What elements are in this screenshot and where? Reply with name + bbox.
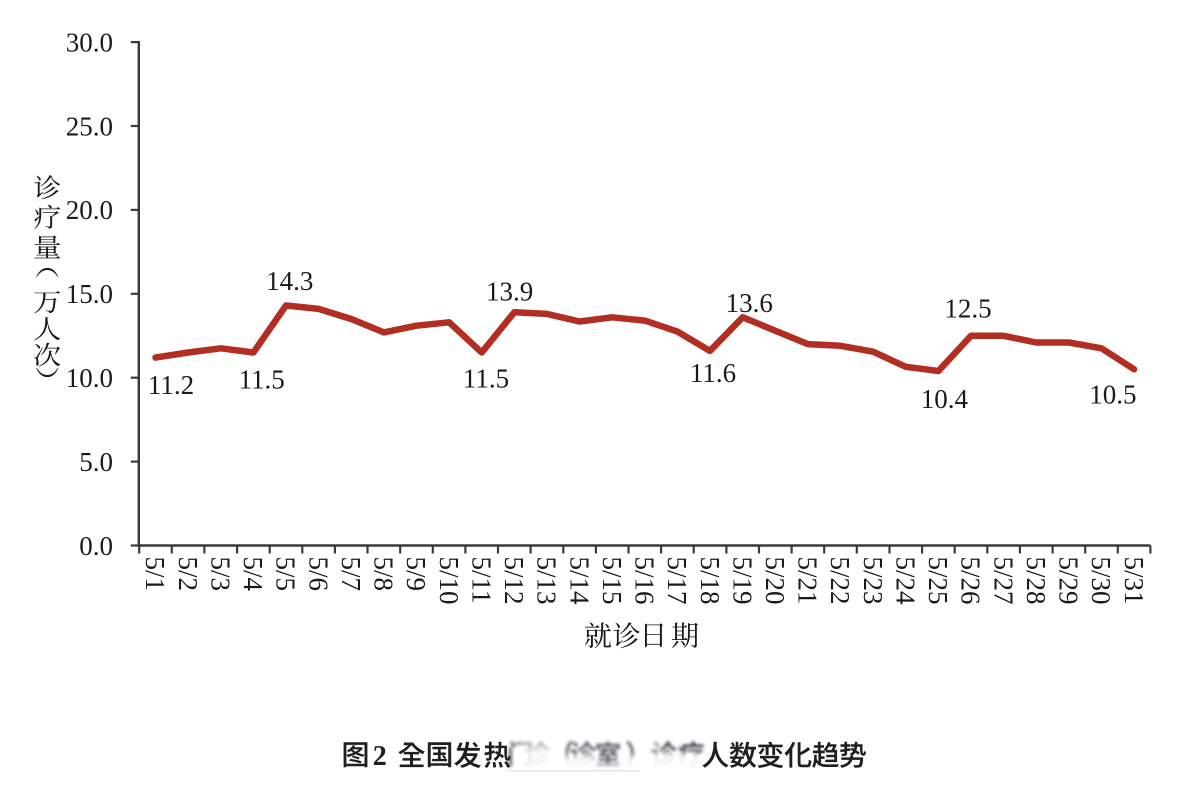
svg-text:5/27: 5/27: [988, 557, 1018, 605]
svg-text:0.0: 0.0: [79, 531, 113, 561]
svg-text:10.0: 10.0: [66, 363, 113, 393]
svg-text:5/18: 5/18: [695, 557, 725, 605]
svg-text:5/14: 5/14: [564, 557, 594, 606]
svg-text:13.9: 13.9: [486, 277, 533, 307]
svg-text:5/17: 5/17: [662, 557, 692, 605]
svg-text:5/24: 5/24: [891, 557, 921, 606]
svg-text:5/12: 5/12: [499, 557, 529, 605]
svg-text:5/28: 5/28: [1021, 557, 1051, 605]
svg-text:2: 2: [373, 741, 387, 772]
svg-text:5/5: 5/5: [271, 557, 301, 592]
svg-text:5/1: 5/1: [140, 557, 170, 592]
svg-text:30.0: 30.0: [66, 27, 113, 57]
svg-text:5/22: 5/22: [825, 557, 855, 605]
svg-text:5/20: 5/20: [760, 557, 790, 605]
svg-text:5/29: 5/29: [1054, 557, 1084, 605]
svg-text:20.0: 20.0: [66, 195, 113, 225]
svg-text:5/26: 5/26: [956, 557, 986, 605]
svg-text:5/11: 5/11: [466, 557, 496, 604]
svg-text:5/15: 5/15: [597, 557, 627, 605]
svg-text:12.5: 12.5: [944, 294, 991, 324]
svg-text:5/8: 5/8: [369, 557, 399, 592]
svg-text:10.5: 10.5: [1089, 380, 1136, 410]
svg-text:11.5: 11.5: [463, 363, 509, 393]
svg-text:5/21: 5/21: [793, 557, 823, 605]
svg-text:5/6: 5/6: [303, 557, 333, 592]
svg-text:5/23: 5/23: [858, 557, 888, 605]
svg-text:11.5: 11.5: [239, 365, 285, 395]
svg-text:13.6: 13.6: [726, 288, 773, 318]
svg-text:5/3: 5/3: [205, 557, 235, 592]
svg-text:5/4: 5/4: [238, 557, 268, 592]
svg-text:5/30: 5/30: [1086, 557, 1116, 605]
svg-text:11.2: 11.2: [148, 370, 194, 400]
svg-text:15.0: 15.0: [66, 279, 113, 309]
svg-text:5/31: 5/31: [1119, 557, 1149, 605]
svg-text:5/13: 5/13: [532, 557, 562, 605]
svg-text:5/2: 5/2: [173, 557, 203, 592]
svg-text:14.3: 14.3: [266, 266, 313, 296]
svg-text:10.4: 10.4: [921, 384, 969, 414]
svg-text:11.6: 11.6: [690, 358, 736, 388]
svg-text:5/7: 5/7: [336, 557, 366, 592]
svg-text:5/19: 5/19: [727, 557, 757, 605]
svg-text:5.0: 5.0: [79, 447, 113, 477]
svg-text:25.0: 25.0: [66, 111, 113, 141]
svg-text:5/10: 5/10: [434, 557, 464, 605]
svg-text:5/16: 5/16: [630, 557, 660, 605]
svg-text:5/9: 5/9: [401, 557, 431, 592]
svg-text:5/25: 5/25: [923, 557, 953, 605]
